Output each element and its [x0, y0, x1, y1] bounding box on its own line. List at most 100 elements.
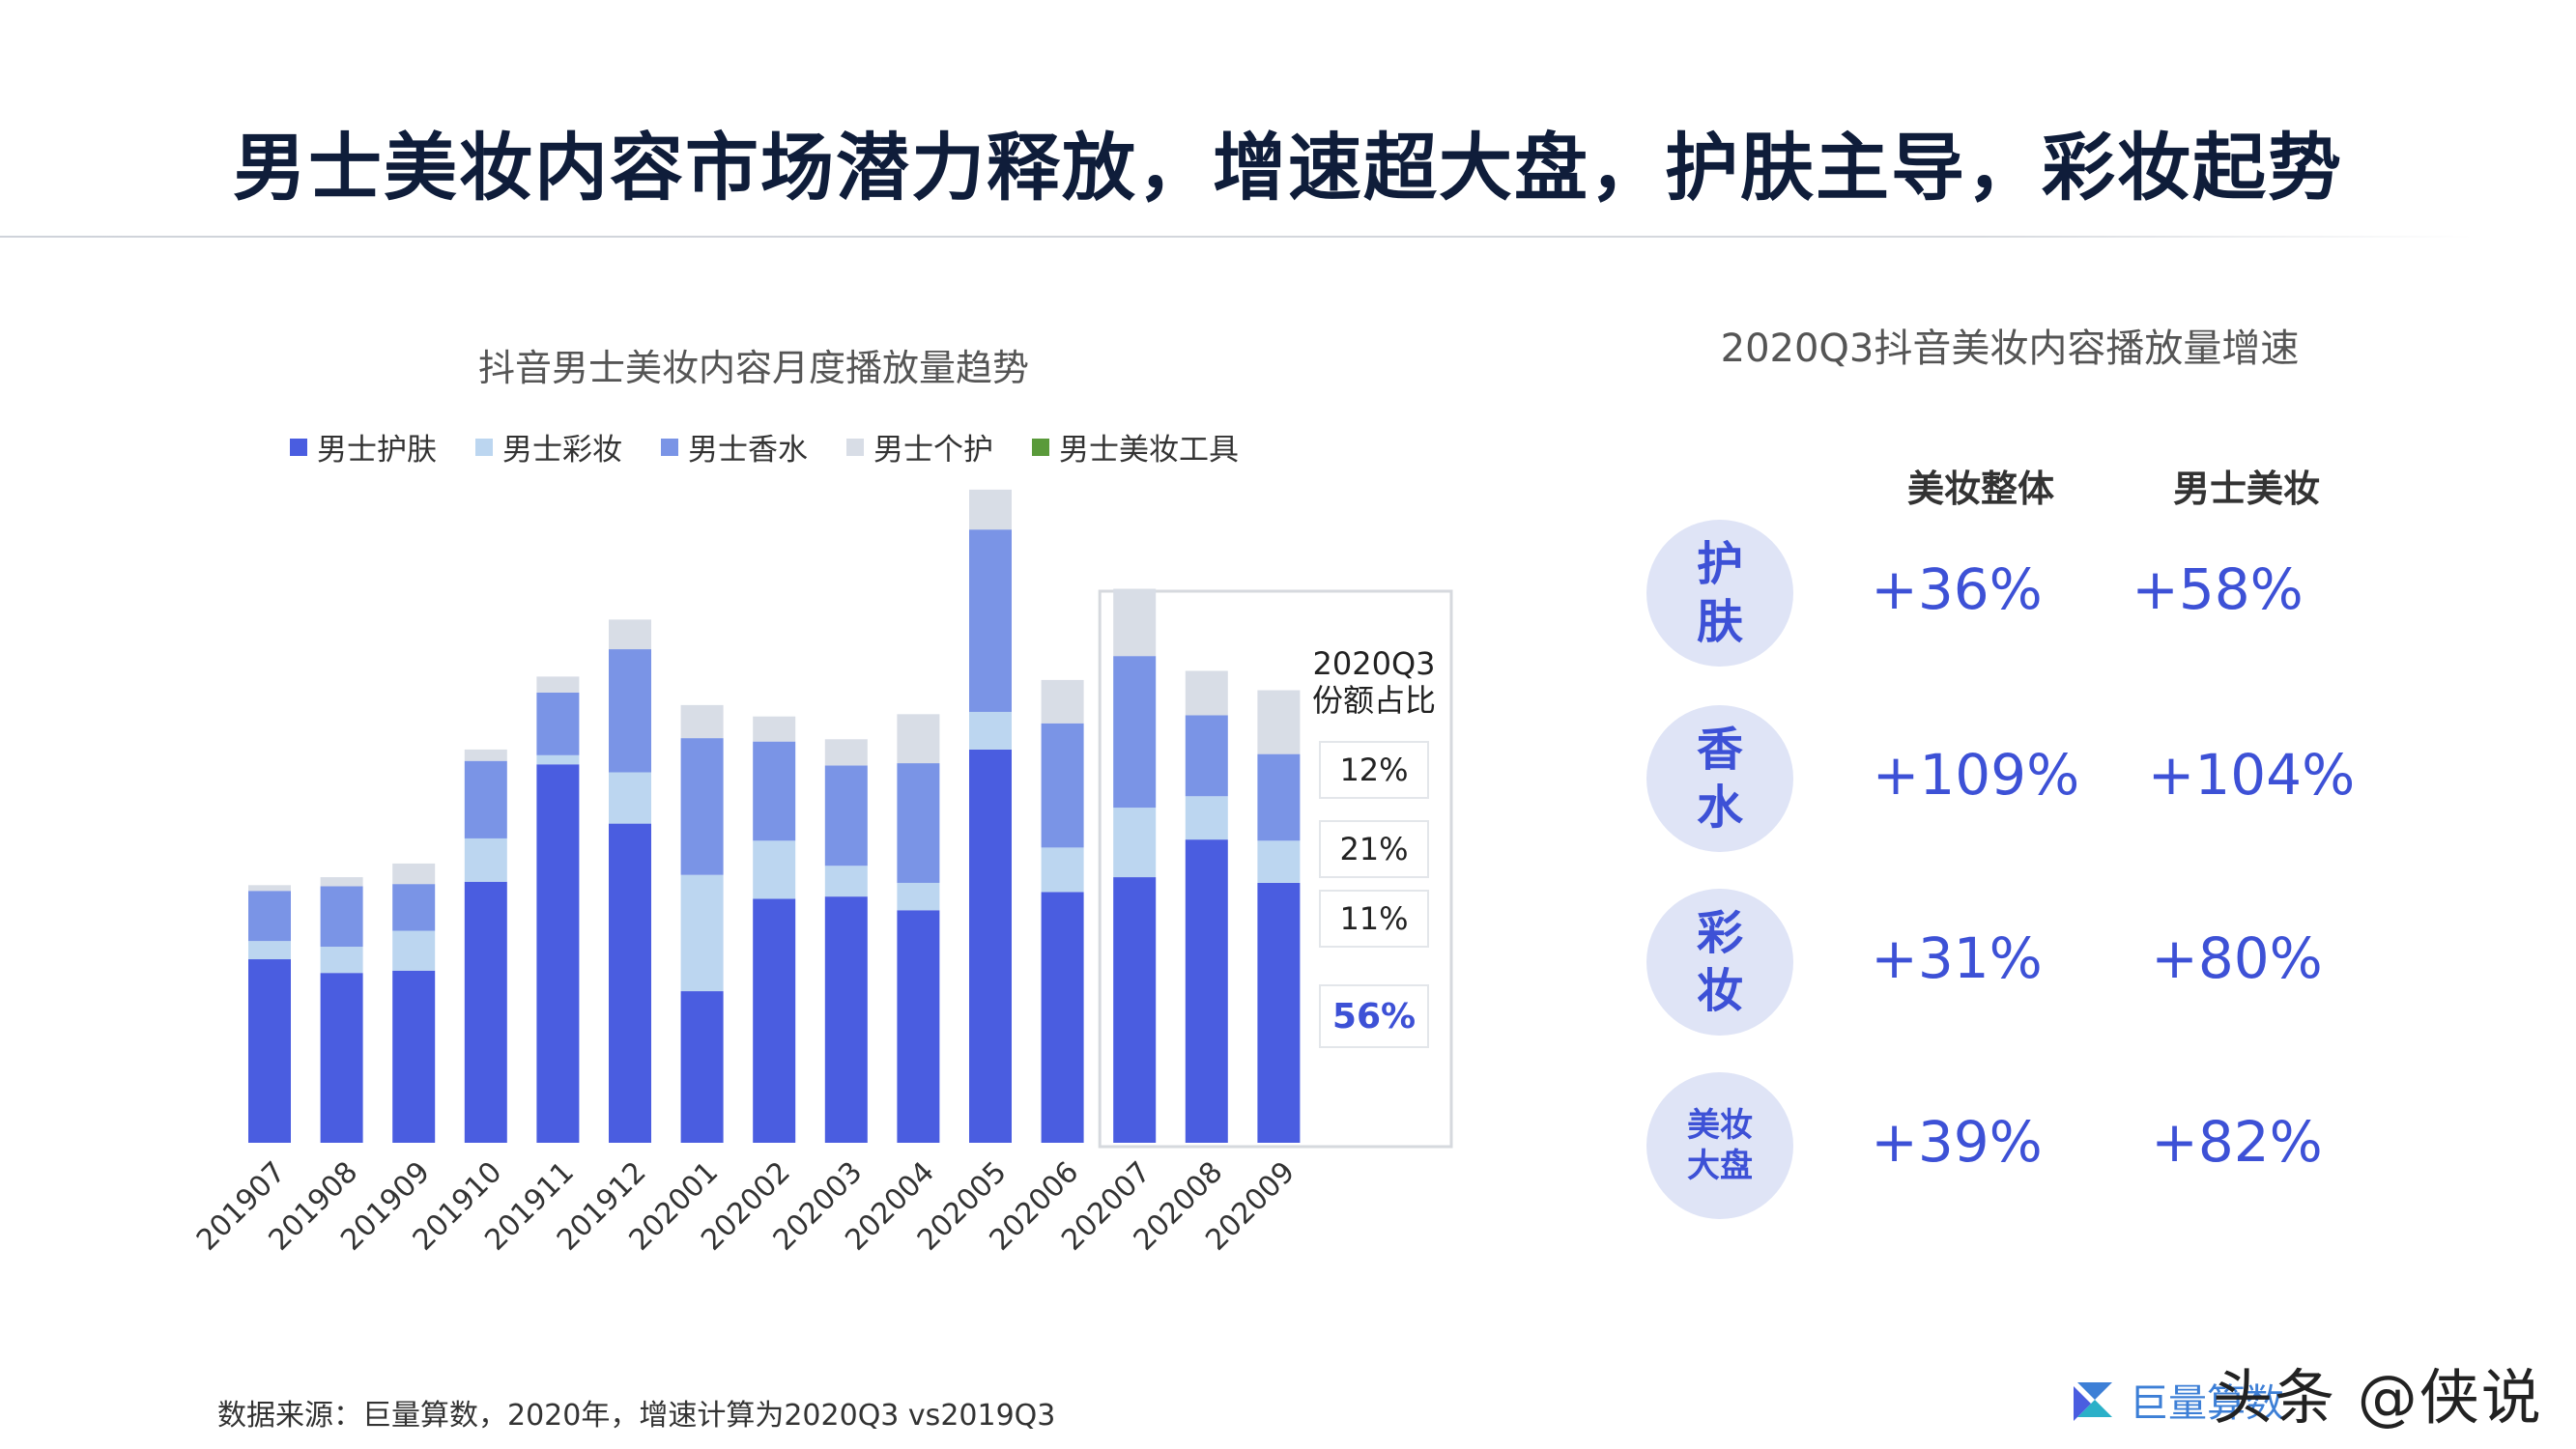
bar-segment-personal-care	[248, 885, 291, 892]
legend-item-makeup: 男士彩妆	[475, 425, 622, 469]
share-header-line: 2020Q3	[1313, 645, 1436, 682]
bar-segment-skincare	[1041, 892, 1084, 1143]
bar-segment-makeup	[248, 941, 291, 960]
bar-segment-skincare	[248, 959, 291, 1143]
bar-segment-makeup	[320, 947, 363, 974]
brand-logo: 巨量算数	[2068, 1372, 2284, 1428]
bar-segment-makeup	[609, 772, 651, 824]
legend-swatch-fragrance	[661, 438, 678, 456]
legend-item-tools: 男士美妆工具	[1032, 425, 1239, 469]
bar-segment-personal-care	[969, 489, 1012, 530]
growth-value-overall-makeup: +31%	[1871, 925, 2043, 991]
share-box	[1319, 890, 1429, 948]
bar-segment-fragrance	[609, 649, 651, 773]
column-header-male: 男士美妆	[2172, 468, 2320, 510]
bar-segment-fragrance	[897, 763, 940, 883]
bar-segment-fragrance	[1185, 715, 1228, 797]
bar-segment-personal-care	[753, 716, 796, 742]
legend-label-tools: 男士美妆工具	[1059, 433, 1239, 468]
bar-segment-makeup	[824, 866, 868, 897]
share-box	[1319, 741, 1429, 799]
category-badge-skincare: 护 肤	[1646, 520, 1793, 667]
q3-highlight-box	[1098, 589, 1453, 1149]
page-title: 男士美妆内容市场潜力释放，增速超大盘，护肤主导，彩妆起势	[233, 125, 2343, 211]
bar-segment-fragrance	[320, 886, 363, 948]
brand-logo-icon	[2074, 1382, 2112, 1421]
category-badge-fragrance: 香 水	[1646, 705, 1793, 852]
bar-segment-personal-care	[897, 714, 940, 764]
bar-segment-skincare	[536, 764, 580, 1143]
bar-segment-skincare	[897, 910, 940, 1143]
share-value-label: 11%	[1339, 900, 1408, 937]
bar-segment-personal-care	[464, 749, 507, 761]
bar-segment-fragrance	[464, 760, 507, 838]
bar-segment-fragrance	[392, 884, 436, 931]
growth-row-makeup: 彩 妆 +31% +80%	[0, 889, 2576, 1036]
bar-segment-makeup	[536, 754, 580, 765]
column-header-overall: 美妆整体	[1906, 468, 2054, 510]
bar-segment-skincare	[1113, 877, 1157, 1143]
bar-segment-skincare	[609, 823, 651, 1143]
bar-segment-skincare	[1185, 839, 1228, 1143]
legend-item-fragrance: 男士香水	[661, 425, 808, 469]
bar-segment-makeup	[753, 840, 796, 899]
bar-segment-fragrance	[824, 765, 868, 867]
growth-value-male-makeup: +80%	[2151, 925, 2323, 991]
bar-segment-makeup	[392, 930, 436, 971]
growth-value-male-fragrance: +104%	[2147, 742, 2356, 808]
growth-panel-title: 2020Q3抖音美妆内容播放量增速	[1720, 327, 2300, 371]
legend-label-skincare: 男士护肤	[317, 433, 437, 468]
watermark: 头条 @侠说	[2213, 1362, 2543, 1433]
bar-segment-skincare	[969, 749, 1012, 1143]
bar-segment-makeup	[1257, 840, 1301, 883]
legend-swatch-personal-care	[846, 438, 864, 456]
bar-segment-personal-care	[680, 704, 724, 739]
share-box	[1319, 984, 1429, 1048]
bar-segment-makeup	[1041, 847, 1084, 893]
legend-swatch-makeup	[475, 438, 493, 456]
bar-segment-fragrance	[753, 741, 796, 841]
share-box	[1319, 820, 1429, 878]
bar-segment-personal-care	[392, 863, 436, 885]
growth-row-fragrance: 香 水 +109% +104%	[0, 705, 2576, 852]
share-value-label: 21%	[1339, 831, 1408, 867]
brand-logo-text: 巨量算数	[2130, 1381, 2284, 1426]
bar-segment-makeup	[464, 838, 507, 882]
bar-segment-fragrance	[248, 891, 291, 942]
bar-segment-fragrance	[1113, 656, 1157, 809]
bar-segment-personal-care	[609, 619, 651, 650]
bar-segment-skincare	[753, 898, 796, 1143]
bar-segment-personal-care	[536, 676, 580, 693]
bar-segment-makeup	[1113, 808, 1157, 878]
source-note: 数据来源：巨量算数，2020年，增速计算为2020Q3 vs2019Q3	[217, 1399, 1056, 1433]
bar-segment-skincare	[1257, 882, 1301, 1143]
bar-segment-personal-care	[1185, 670, 1228, 716]
legend-swatch-tools	[1032, 438, 1049, 456]
legend-label-personal-care: 男士个护	[873, 433, 993, 468]
bar-segment-skincare	[320, 973, 363, 1143]
title-divider	[0, 236, 2474, 238]
bar-segment-personal-care	[1257, 690, 1301, 754]
bar-segment-personal-care	[320, 877, 363, 887]
bar-segment-fragrance	[1041, 723, 1084, 848]
growth-value-overall-market: +39%	[1871, 1109, 2043, 1175]
growth-value-overall-skincare: +36%	[1871, 556, 2043, 622]
bar-segment-personal-care	[1041, 679, 1084, 724]
share-value-label: 12%	[1339, 752, 1408, 788]
growth-row-skincare: 护 肤 +36% +58%	[0, 520, 2576, 667]
category-badge-overall-market: 美妆 大盘	[1646, 1072, 1793, 1219]
bar-segment-makeup	[680, 874, 724, 992]
legend-item-personal-care: 男士个护	[846, 425, 993, 469]
legend-label-makeup: 男士彩妆	[502, 433, 622, 468]
bar-segment-makeup	[969, 711, 1012, 750]
bar-segment-skincare	[680, 991, 724, 1143]
bar-segment-skincare	[464, 881, 507, 1143]
share-header-line: 份额占比	[1312, 682, 1436, 719]
legend-swatch-skincare	[290, 438, 307, 456]
bar-segment-skincare	[392, 970, 436, 1143]
growth-value-male-skincare: +58%	[2132, 556, 2304, 622]
bar-segment-makeup	[897, 882, 940, 911]
bar-segment-personal-care	[1113, 588, 1157, 657]
bar-segment-fragrance	[536, 692, 580, 755]
legend-label-fragrance: 男士香水	[688, 433, 808, 468]
